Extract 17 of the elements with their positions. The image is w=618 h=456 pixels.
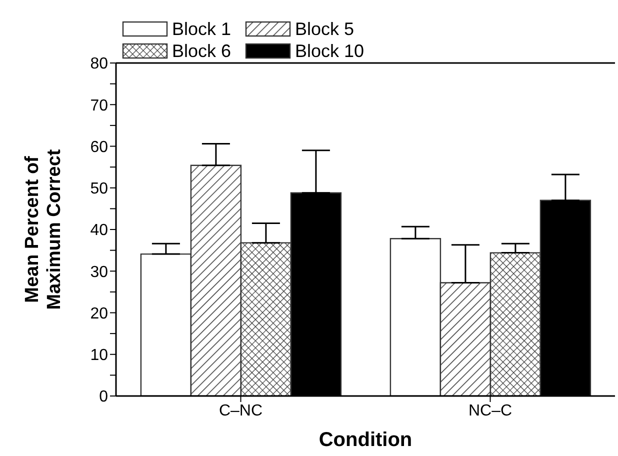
y-tick-label: 10 [90, 347, 108, 364]
legend-label: Block 10 [295, 40, 364, 62]
y-axis-title: Mean Percent of Maximum Correct [22, 148, 65, 310]
x-tick-label: NC–C [468, 402, 512, 420]
y-tick-label: 0 [99, 388, 108, 406]
legend-label: Block 6 [172, 40, 232, 62]
legend-label: Block 1 [172, 18, 232, 40]
x-tick-label: C–NC [218, 402, 263, 420]
y-tick-label: 30 [90, 264, 108, 281]
y-tick-label: 20 [90, 305, 108, 322]
y-tick-label: 60 [90, 138, 108, 156]
x-axis-title: Condition [318, 429, 412, 451]
y-tick-label: 80 [90, 56, 108, 73]
y-tick-label: 70 [90, 97, 108, 114]
y-tick-label: 40 [90, 222, 108, 240]
legend-label: Block 5 [295, 18, 354, 40]
y-tick-label: 50 [90, 180, 108, 198]
